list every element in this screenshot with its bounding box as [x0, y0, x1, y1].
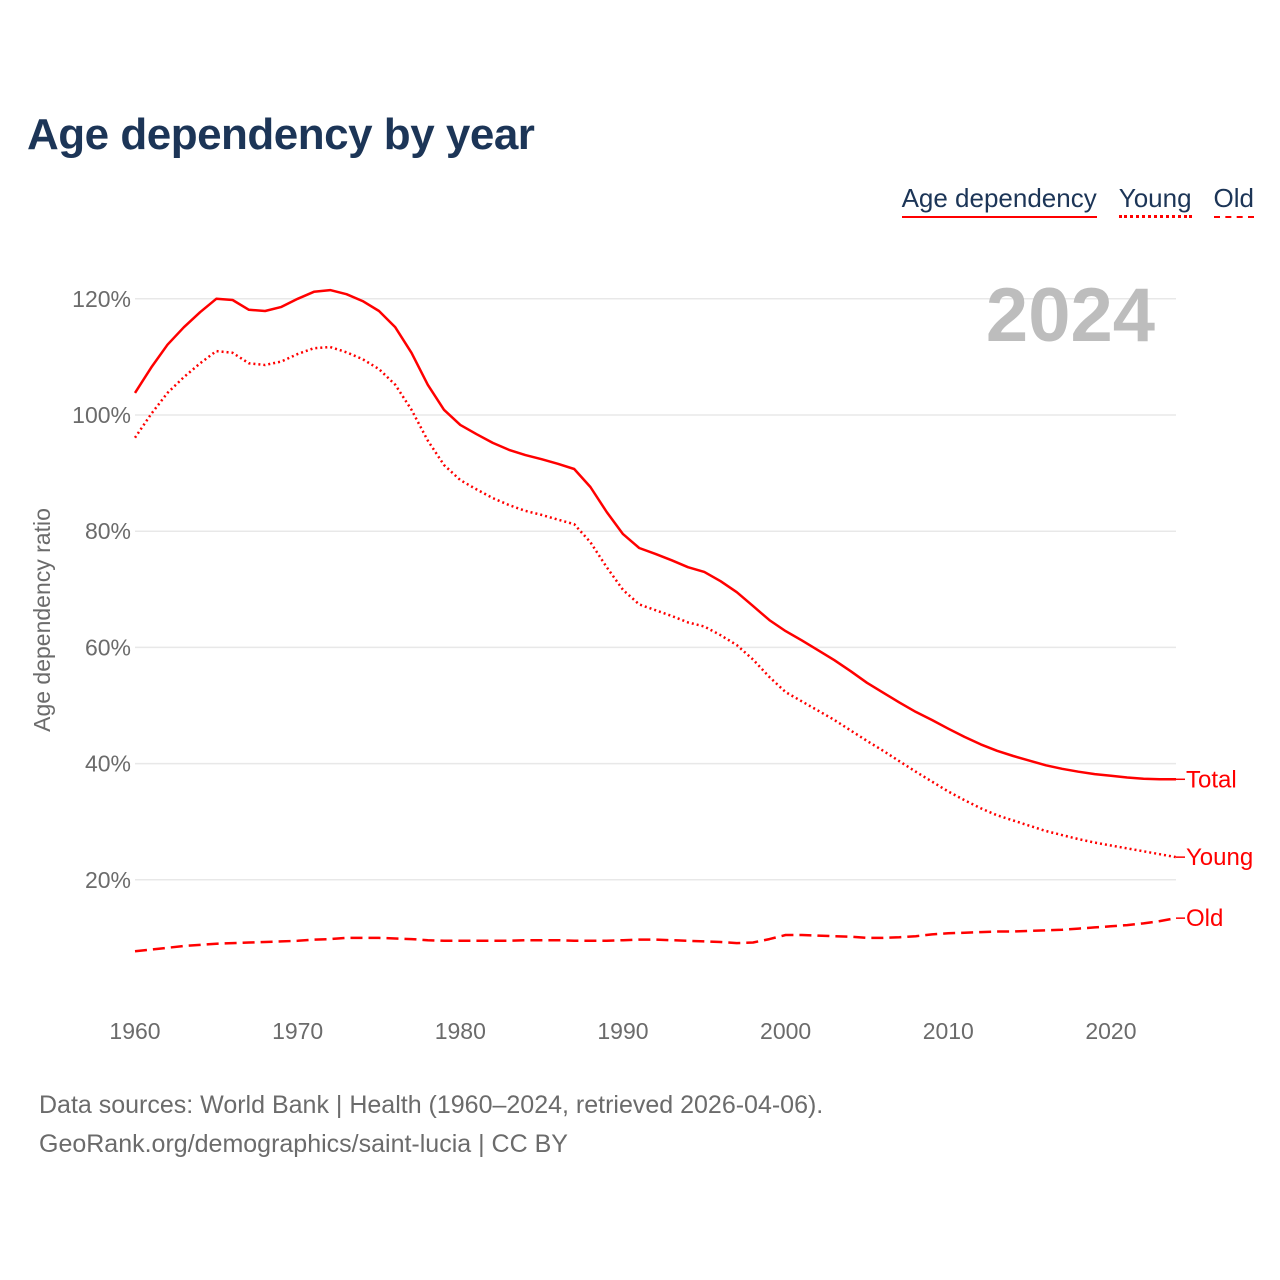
- x-tick-label: 2000: [760, 1018, 811, 1044]
- end-label-old: Old: [1186, 905, 1223, 932]
- series-line-young: [133, 345, 1177, 859]
- x-tick-label: 1990: [597, 1018, 648, 1044]
- data-source-text: Data sources: World Bank | Health (1960–…: [39, 1091, 824, 1119]
- y-tick-label: 80%: [85, 518, 131, 544]
- chart-title: Age dependency by year: [27, 110, 535, 159]
- legend-item-old[interactable]: Old: [1213, 183, 1254, 218]
- end-label-young: Young: [1186, 844, 1253, 871]
- y-axis-label: Age dependency ratio: [29, 508, 55, 732]
- legend: Age dependency Young Old: [901, 183, 1254, 218]
- series-line-total: [133, 288, 1176, 781]
- footer: Data sources: World Bank | Health (1960–…: [39, 1086, 823, 1164]
- x-tick-label: 1970: [272, 1018, 323, 1044]
- y-tick-label: 20%: [85, 867, 131, 893]
- y-tick-label: 60%: [85, 634, 131, 660]
- x-tick-label: 2020: [1085, 1018, 1136, 1044]
- year-watermark: 2024: [986, 273, 1155, 358]
- x-tick-label: 1960: [109, 1018, 160, 1044]
- end-label-total: Total: [1186, 766, 1237, 793]
- x-tick-label: 2010: [923, 1018, 974, 1044]
- series-line-old: [134, 916, 1177, 953]
- y-tick-label: 40%: [85, 751, 131, 777]
- y-tick-label: 120%: [72, 286, 131, 312]
- legend-item-age-dependency[interactable]: Age dependency: [901, 183, 1097, 218]
- x-tick-label: 1980: [435, 1018, 486, 1044]
- legend-item-young[interactable]: Young: [1118, 183, 1192, 218]
- attribution-link[interactable]: GeoRank.org/demographics/saint-lucia | C…: [39, 1130, 568, 1158]
- y-tick-label: 100%: [72, 402, 131, 428]
